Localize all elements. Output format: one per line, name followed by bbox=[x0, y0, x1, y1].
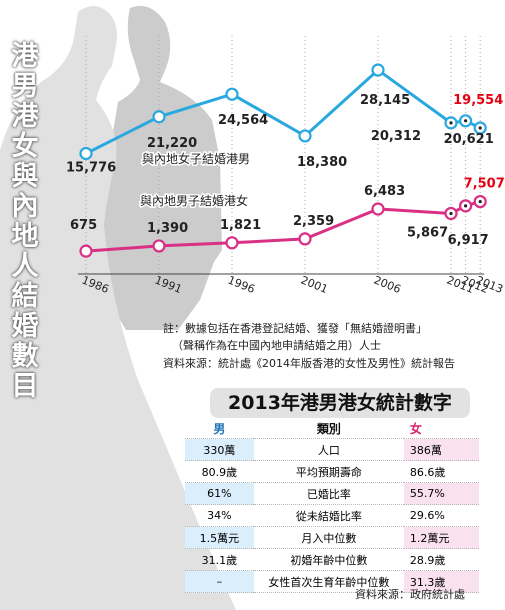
category-label: 女性首次生育年齡中位數 bbox=[268, 575, 390, 589]
data-label: 28,145 bbox=[360, 93, 410, 108]
stats-source: 資料來源：政府統計處 bbox=[355, 588, 465, 601]
data-label: 5,867 bbox=[407, 225, 448, 240]
data-point-dot bbox=[478, 126, 482, 130]
x-tick-label: 2001 bbox=[299, 273, 330, 296]
data-point bbox=[298, 232, 312, 246]
data-label: 20,312 bbox=[371, 129, 421, 144]
male-value: 330萬 bbox=[185, 438, 254, 461]
male-value: 61% bbox=[185, 482, 254, 505]
table-row: 1.5萬元 月入中位數 1.2萬元 bbox=[185, 526, 479, 549]
data-label: 2,359 bbox=[293, 214, 334, 229]
category-label: 從未結婚比率 bbox=[295, 509, 362, 523]
female-header: 女 bbox=[409, 421, 422, 436]
data-labels: 15,776 21,220 24,564 18,380 28,145 20,312 20,6… bbox=[66, 93, 505, 248]
data-point bbox=[79, 146, 93, 161]
data-label: 20,621 bbox=[444, 132, 494, 147]
female-value: 55.7% bbox=[403, 482, 479, 505]
data-label: 15,776 bbox=[66, 161, 116, 176]
data-label: 18,380 bbox=[297, 155, 347, 170]
data-label: 21,220 bbox=[147, 136, 197, 151]
male-value: 34% bbox=[207, 509, 232, 522]
data-label: 6,483 bbox=[364, 184, 405, 199]
note-line-1: 註：數據包括在香港登記結婚、獲發「無結婚證明書」 bbox=[163, 322, 427, 335]
female-value: 29.6% bbox=[409, 509, 445, 522]
category-label: 已婚比率 bbox=[306, 487, 351, 501]
data-point bbox=[371, 202, 385, 216]
data-label: 19,554 bbox=[453, 93, 503, 108]
data-label: 6,917 bbox=[448, 233, 489, 248]
stats-header-row: 男 類別 女 bbox=[185, 418, 479, 439]
table-row: – 女性首次生育年齡中位數 31.3歲 bbox=[185, 570, 479, 593]
table-row: 61% 已婚比率 55.7% bbox=[185, 482, 479, 505]
data-label: 24,564 bbox=[218, 113, 268, 128]
male-value: – bbox=[185, 570, 254, 593]
x-tick-label: 1996 bbox=[226, 273, 257, 296]
category-label: 初婚年齡中位數 bbox=[290, 553, 368, 567]
data-point-dot bbox=[449, 211, 453, 216]
table-row: 31.1歲 初婚年齡中位數 28.9歲 bbox=[185, 549, 479, 571]
data-point bbox=[225, 236, 239, 250]
female-value: 31.3歲 bbox=[403, 570, 479, 593]
data-point-dot bbox=[464, 204, 468, 208]
data-point-dot bbox=[464, 119, 468, 123]
data-point bbox=[298, 129, 312, 143]
stats-table: 男 類別 女 330萬 人口 386萬 80.9歲 平均預期壽命 86.6歲 6… bbox=[185, 418, 479, 593]
data-label: 1,821 bbox=[220, 218, 261, 233]
category-header: 類別 bbox=[316, 421, 341, 436]
series-name: 與內地男子結婚港女 bbox=[140, 193, 248, 208]
series-name: 與內地女子結婚港男 bbox=[142, 151, 250, 166]
male-header: 男 bbox=[213, 421, 226, 436]
data-point bbox=[152, 110, 166, 124]
male-value: 1.5萬元 bbox=[185, 526, 254, 549]
data-points bbox=[79, 63, 487, 258]
page-title: 港男港女與內地人結婚數目 bbox=[11, 41, 39, 402]
data-point-dot bbox=[478, 199, 482, 204]
category-label: 月入中位數 bbox=[301, 531, 357, 545]
data-point bbox=[225, 87, 239, 101]
female-value: 28.9歲 bbox=[409, 553, 446, 567]
female-value: 1.2萬元 bbox=[403, 526, 479, 549]
table-row: 80.9歲 平均預期壽命 86.6歲 bbox=[185, 461, 479, 483]
data-point bbox=[371, 63, 385, 77]
data-label: 7,507 bbox=[464, 177, 505, 192]
stats-title: 2013年港男港女統計數字 bbox=[210, 388, 470, 418]
x-tick-label: 2006 bbox=[372, 273, 403, 296]
data-point bbox=[79, 244, 93, 258]
chart-source: 資料來源：統計處《2014年版香港的女性及男性》統計報告 bbox=[163, 357, 455, 370]
category-label: 平均預期壽命 bbox=[295, 465, 362, 479]
female-value: 386萬 bbox=[403, 438, 479, 461]
male-value: 31.1歲 bbox=[201, 553, 238, 567]
note-line-2: （聲稱作為在中國內地申請結婚之用）人士 bbox=[172, 339, 381, 352]
table-row: 34% 從未結婚比率 29.6% bbox=[185, 505, 479, 527]
table-row: 330萬 人口 386萬 bbox=[185, 438, 479, 461]
female-value: 86.6歲 bbox=[409, 465, 446, 479]
data-point-dot bbox=[449, 121, 453, 125]
data-point bbox=[152, 239, 166, 253]
data-label: 1,390 bbox=[147, 221, 188, 236]
male-value: 80.9歲 bbox=[201, 465, 238, 479]
category-label: 人口 bbox=[317, 443, 340, 457]
data-label: 675 bbox=[70, 218, 97, 233]
